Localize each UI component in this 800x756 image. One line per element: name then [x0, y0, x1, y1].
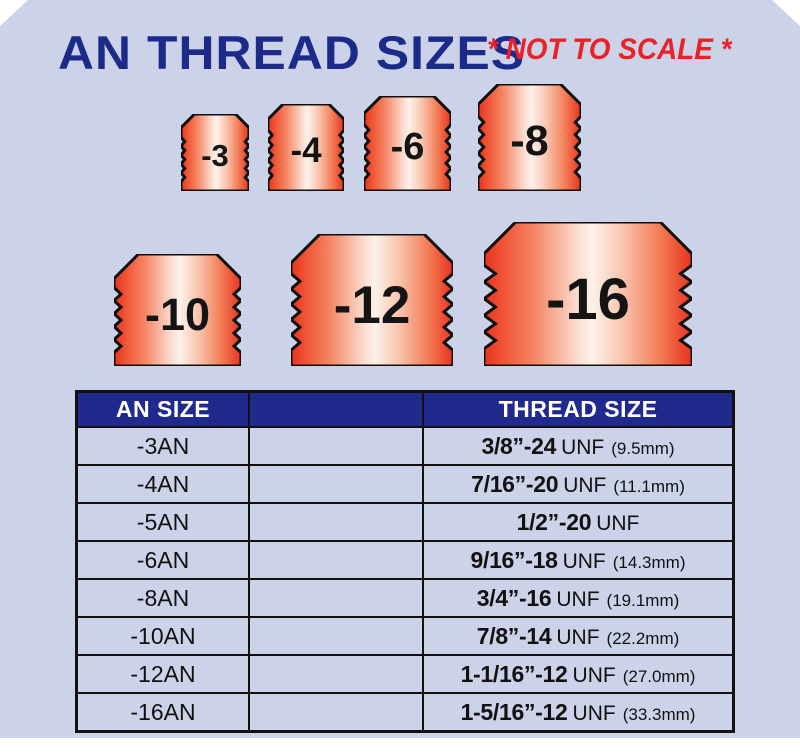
fitting-body [364, 96, 451, 191]
cell-an-size: -5AN [75, 502, 250, 542]
fitting-shape-an3: -3 [181, 114, 249, 191]
cell-thread-size: 9/16”-18 UNF (14.3mm) [422, 540, 735, 580]
cell-an-size: -4AN [75, 464, 250, 504]
thread-fraction: 7/8”-14 [476, 622, 552, 649]
cell-spacer [248, 692, 424, 733]
fitting-shape-an6: -6 [364, 96, 451, 191]
fitting-label: -10 [144, 288, 211, 340]
fitting-label: -3 [201, 138, 229, 174]
fitting-outline [268, 104, 344, 191]
thread-metric: (22.2mm) [606, 628, 680, 648]
thread-metric: (14.3mm) [612, 552, 686, 572]
cell-an-size: -3AN [75, 426, 250, 466]
cell-spacer [248, 426, 424, 466]
cell-spacer [248, 616, 424, 656]
table-row: -12AN 1-1/16”-12 UNF (27.0mm) [75, 654, 735, 694]
table-row: -4AN 7/16”-20 UNF (11.1mm) [75, 464, 735, 504]
cell-thread-size: 1-5/16”-12 UNF (33.3mm) [422, 692, 735, 733]
cell-thread-size: 1-1/16”-12 UNF (27.0mm) [422, 654, 735, 694]
thread-fraction: 3/4”-16 [476, 584, 552, 611]
fitting-outline [291, 234, 453, 366]
thread-series: UNF [556, 625, 600, 649]
table-row: -8AN 3/4”-16 UNF (19.1mm) [75, 578, 735, 618]
fitting-outline [181, 114, 249, 191]
cell-spacer [248, 654, 424, 694]
thread-series: UNF [596, 511, 640, 535]
table-row: -6AN 9/16”-18 UNF (14.3mm) [75, 540, 735, 580]
cell-spacer [248, 502, 424, 542]
fitting-outline [364, 96, 451, 191]
fitting-body [291, 234, 453, 366]
thread-metric: (9.5mm) [611, 438, 675, 458]
table-row: -16AN 1-5/16”-12 UNF (33.3mm) [75, 692, 735, 733]
cell-an-size: -12AN [75, 654, 250, 694]
page-title: AN THREAD SIZES [58, 25, 526, 79]
thread-fraction: 7/16”-20 [471, 470, 559, 497]
column-header-an-size: AN SIZE [75, 390, 250, 428]
fitting-shape-an10: -10 [114, 254, 241, 366]
cell-thread-size: 3/4”-16 UNF (19.1mm) [422, 578, 735, 618]
fitting-label: -16 [546, 266, 630, 332]
cell-thread-size: 7/16”-20 UNF (11.1mm) [422, 464, 735, 504]
thread-fraction: 1-1/16”-12 [460, 660, 568, 687]
fitting-label: -4 [290, 131, 322, 171]
thread-fraction: 9/16”-18 [470, 546, 558, 573]
table-body: -3AN 3/8”-24 UNF (9.5mm) -4AN 7/16”-20 UNF (11.… [75, 426, 735, 733]
table-row: -10AN 7/8”-14 UNF (22.2mm) [75, 616, 735, 656]
thread-series: UNF [563, 473, 607, 497]
thread-series: UNF [572, 663, 616, 687]
fitting-body [181, 114, 249, 191]
fitting-label: -8 [510, 117, 549, 166]
fitting-body [268, 104, 344, 191]
thread-metric: (11.1mm) [613, 476, 685, 496]
fitting-shape-an8: -8 [478, 84, 581, 191]
cell-an-size: -10AN [75, 616, 250, 656]
fitting-shape-an12: -12 [291, 234, 453, 366]
fitting-outline [484, 222, 692, 366]
thread-fraction: 3/8”-24 [481, 432, 557, 459]
fitting-body [484, 222, 692, 366]
title-row: AN THREAD SIZES [0, 24, 800, 80]
cell-spacer [248, 464, 424, 504]
fitting-body [478, 84, 581, 191]
cell-an-size: -6AN [75, 540, 250, 580]
table-header-row: AN SIZE THREAD SIZE [75, 390, 735, 428]
cell-spacer [248, 578, 424, 618]
not-to-scale-note: * NOT TO SCALE * [487, 33, 732, 66]
thread-series: UNF [561, 435, 605, 459]
cell-an-size: -16AN [75, 692, 250, 733]
thread-size-table: AN SIZE THREAD SIZE -3AN 3/8”-24 UNF (9.5mm… [75, 390, 735, 733]
cell-an-size: -8AN [75, 578, 250, 618]
table-row: -3AN 3/8”-24 UNF (9.5mm) [75, 426, 735, 466]
cell-thread-size: 3/8”-24 UNF (9.5mm) [422, 426, 735, 466]
table-row: -5AN 1/2”-20 UNF [75, 502, 735, 542]
fitting-label: -12 [333, 275, 411, 335]
column-header-spacer [248, 390, 424, 428]
fitting-body [114, 254, 241, 366]
fitting-shape-an4: -4 [268, 104, 344, 191]
thread-metric: (19.1mm) [606, 590, 680, 610]
fitting-shape-an16: -16 [484, 222, 692, 366]
column-header-thread-size: THREAD SIZE [422, 390, 735, 428]
fitting-outline [114, 254, 241, 366]
thread-series: UNF [556, 587, 600, 611]
thread-series: UNF [572, 701, 616, 725]
thread-metric: (27.0mm) [622, 666, 696, 686]
thread-series: UNF [562, 549, 606, 573]
fitting-label: -6 [390, 126, 425, 169]
thread-fraction: 1-5/16”-12 [460, 698, 568, 725]
thread-metric: (33.3mm) [622, 704, 696, 724]
cell-thread-size: 1/2”-20 UNF [422, 502, 735, 542]
thread-fraction: 1/2”-20 [516, 508, 592, 535]
fitting-outline [478, 84, 581, 191]
cell-spacer [248, 540, 424, 580]
cell-thread-size: 7/8”-14 UNF (22.2mm) [422, 616, 735, 656]
